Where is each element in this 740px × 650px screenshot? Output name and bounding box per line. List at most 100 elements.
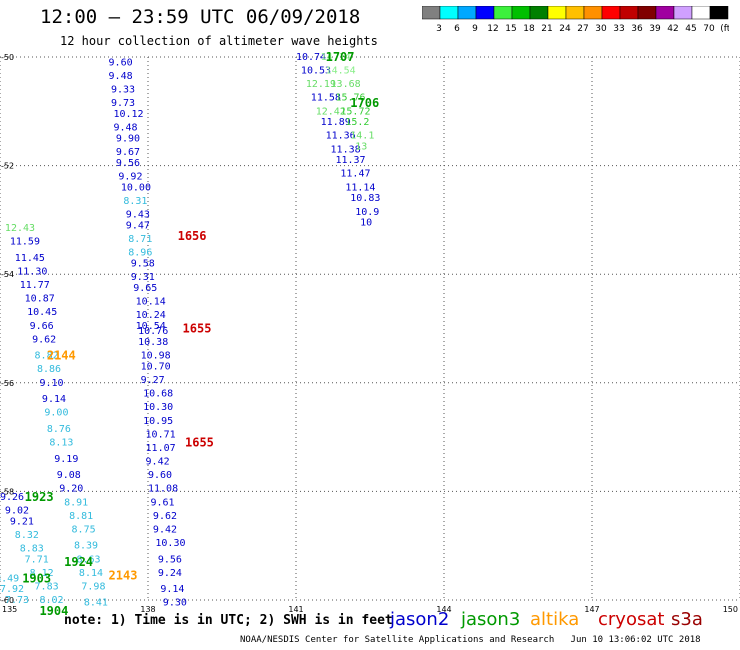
legend-jason3: jason3 [461, 609, 521, 630]
scale-label: 12 [487, 24, 498, 34]
wave-height-label: 9.19 [54, 454, 78, 465]
scale-label: 9 [472, 24, 478, 34]
wave-height-label: 8.02 [39, 595, 63, 606]
legend-jason2: jason2 [390, 609, 450, 630]
time-label: 1655 [185, 436, 214, 450]
scale-label: 36 [631, 24, 643, 34]
y-tick-label: -54 [1, 270, 14, 279]
wave-height-label: 9.90 [116, 133, 140, 144]
time-label: 1655 [183, 322, 212, 336]
wave-height-label: 10.74 [296, 52, 326, 63]
wave-height-label: 9.42 [153, 524, 177, 535]
wave-height-label: 14.1 [350, 131, 374, 142]
wave-height-label: 9.30 [163, 598, 187, 609]
scale-label: 15 [505, 24, 516, 34]
wave-height-label: 10.30 [155, 538, 185, 549]
wave-height-label: 9.58 [131, 258, 155, 269]
scale-label: 70 [703, 24, 715, 34]
x-tick-label: 135 [2, 605, 17, 614]
scale-label: 6 [454, 24, 460, 34]
scale-label: 39 [649, 24, 661, 34]
wave-height-label: 10.14 [136, 296, 166, 307]
time-label: 2144 [47, 349, 76, 363]
wave-height-label: 9.60 [148, 470, 172, 481]
wave-height-label: 8.71 [128, 234, 152, 245]
wave-height-label: 11.47 [340, 169, 370, 180]
wave-height-label: 9.65 [133, 283, 157, 294]
wave-height-label: 10.83 [350, 193, 380, 204]
scale-label: 27 [577, 24, 588, 34]
wave-height-label: 11.08 [148, 484, 178, 495]
wave-height-label: 8.76 [47, 424, 71, 435]
wave-height-label: 15.72 [340, 106, 370, 117]
wave-height-label: 11.89 [321, 117, 351, 128]
wave-height-label: 10.98 [141, 351, 171, 362]
wave-height-label: 8.91 [64, 497, 88, 508]
wave-height-label: 12.43 [5, 223, 35, 234]
wave-height-label: 9.66 [30, 321, 54, 332]
time-label: 1924 [64, 555, 93, 569]
wave-height-label: 8.81 [69, 511, 93, 522]
y-tick-label: -56 [1, 379, 14, 388]
wave-height-label: 8.32 [15, 530, 39, 541]
y-tick-label: -52 [1, 162, 14, 171]
wave-height-label: 9.62 [32, 334, 56, 345]
wave-height-label: 9.47 [126, 220, 150, 231]
legend-s3a: s3a [671, 609, 703, 630]
wave-height-label: 12.42 [316, 106, 346, 117]
wave-height-label: 9.02 [5, 505, 29, 516]
wave-height-label: 8.31 [123, 196, 147, 207]
wave-height-label: 7.92 [0, 584, 24, 595]
wave-height-label: 9.21 [10, 516, 34, 527]
wave-height-label: 10.95 [143, 416, 173, 427]
wave-height-label: 7.83 [35, 581, 59, 592]
wave-height-label: 11.37 [335, 155, 365, 166]
x-tick-label: 144 [436, 605, 451, 614]
wave-height-label: 9.92 [118, 171, 142, 182]
wave-height-label: 9.56 [116, 158, 140, 169]
wave-height-label: 10.71 [146, 429, 176, 440]
wave-height-label: 9.00 [44, 408, 68, 419]
scale-label: 21 [541, 24, 552, 34]
legend-cryosat: cryosat [598, 609, 665, 630]
time-label: 2143 [109, 569, 138, 583]
wave-height-label: 9.24 [158, 568, 182, 579]
x-tick-label: 141 [288, 605, 303, 614]
time-label: 1923 [25, 490, 54, 504]
wave-height-label: 13.68 [331, 79, 361, 90]
wave-height-label: 9.62 [153, 511, 177, 522]
wave-height-label: 10.38 [138, 337, 168, 348]
wave-height-label: 11.58 [311, 93, 341, 104]
scale-swatch [709, 6, 729, 20]
wave-height-label: 9.14 [42, 394, 66, 405]
wave-height-label: 9.42 [146, 457, 170, 468]
scale-label: 24 [559, 24, 571, 34]
wave-height-label: 9.08 [57, 470, 81, 481]
wave-height-label: 10.12 [113, 109, 143, 120]
wave-height-label: 9.73 [111, 98, 135, 109]
wave-height-label: 8.39 [74, 541, 98, 552]
y-tick-label: -60 [1, 596, 14, 605]
wave-height-label: 8.41 [84, 598, 108, 609]
wave-height-label: 9.48 [109, 71, 133, 82]
scale-label: 30 [595, 24, 607, 34]
wave-height-label: 11.36 [326, 131, 356, 142]
wave-height-label: 11.77 [20, 280, 50, 291]
wave-height-label: 10.9 [355, 207, 379, 218]
wave-height-label: 15.2 [345, 117, 369, 128]
chart-subtitle: 12 hour collection of altimeter wave hei… [60, 34, 378, 48]
wave-height-label: 9.14 [160, 584, 184, 595]
scale-label: 33 [613, 24, 624, 34]
wave-height-label: 14.14 [321, 52, 351, 63]
wave-height-label: 9.26 [0, 492, 24, 503]
wave-height-label: 10.76 [138, 326, 168, 337]
wave-height-label: 8.14 [79, 568, 103, 579]
wave-height-label: 11.30 [17, 266, 47, 277]
time-label: 1656 [178, 229, 207, 243]
y-tick-label: -50 [1, 53, 14, 62]
wave-height-label: 8.75 [72, 524, 96, 535]
wave-height-label: 10.30 [143, 402, 173, 413]
wave-height-label: 10.68 [143, 389, 173, 400]
wave-height-label: 8.86 [37, 364, 61, 375]
